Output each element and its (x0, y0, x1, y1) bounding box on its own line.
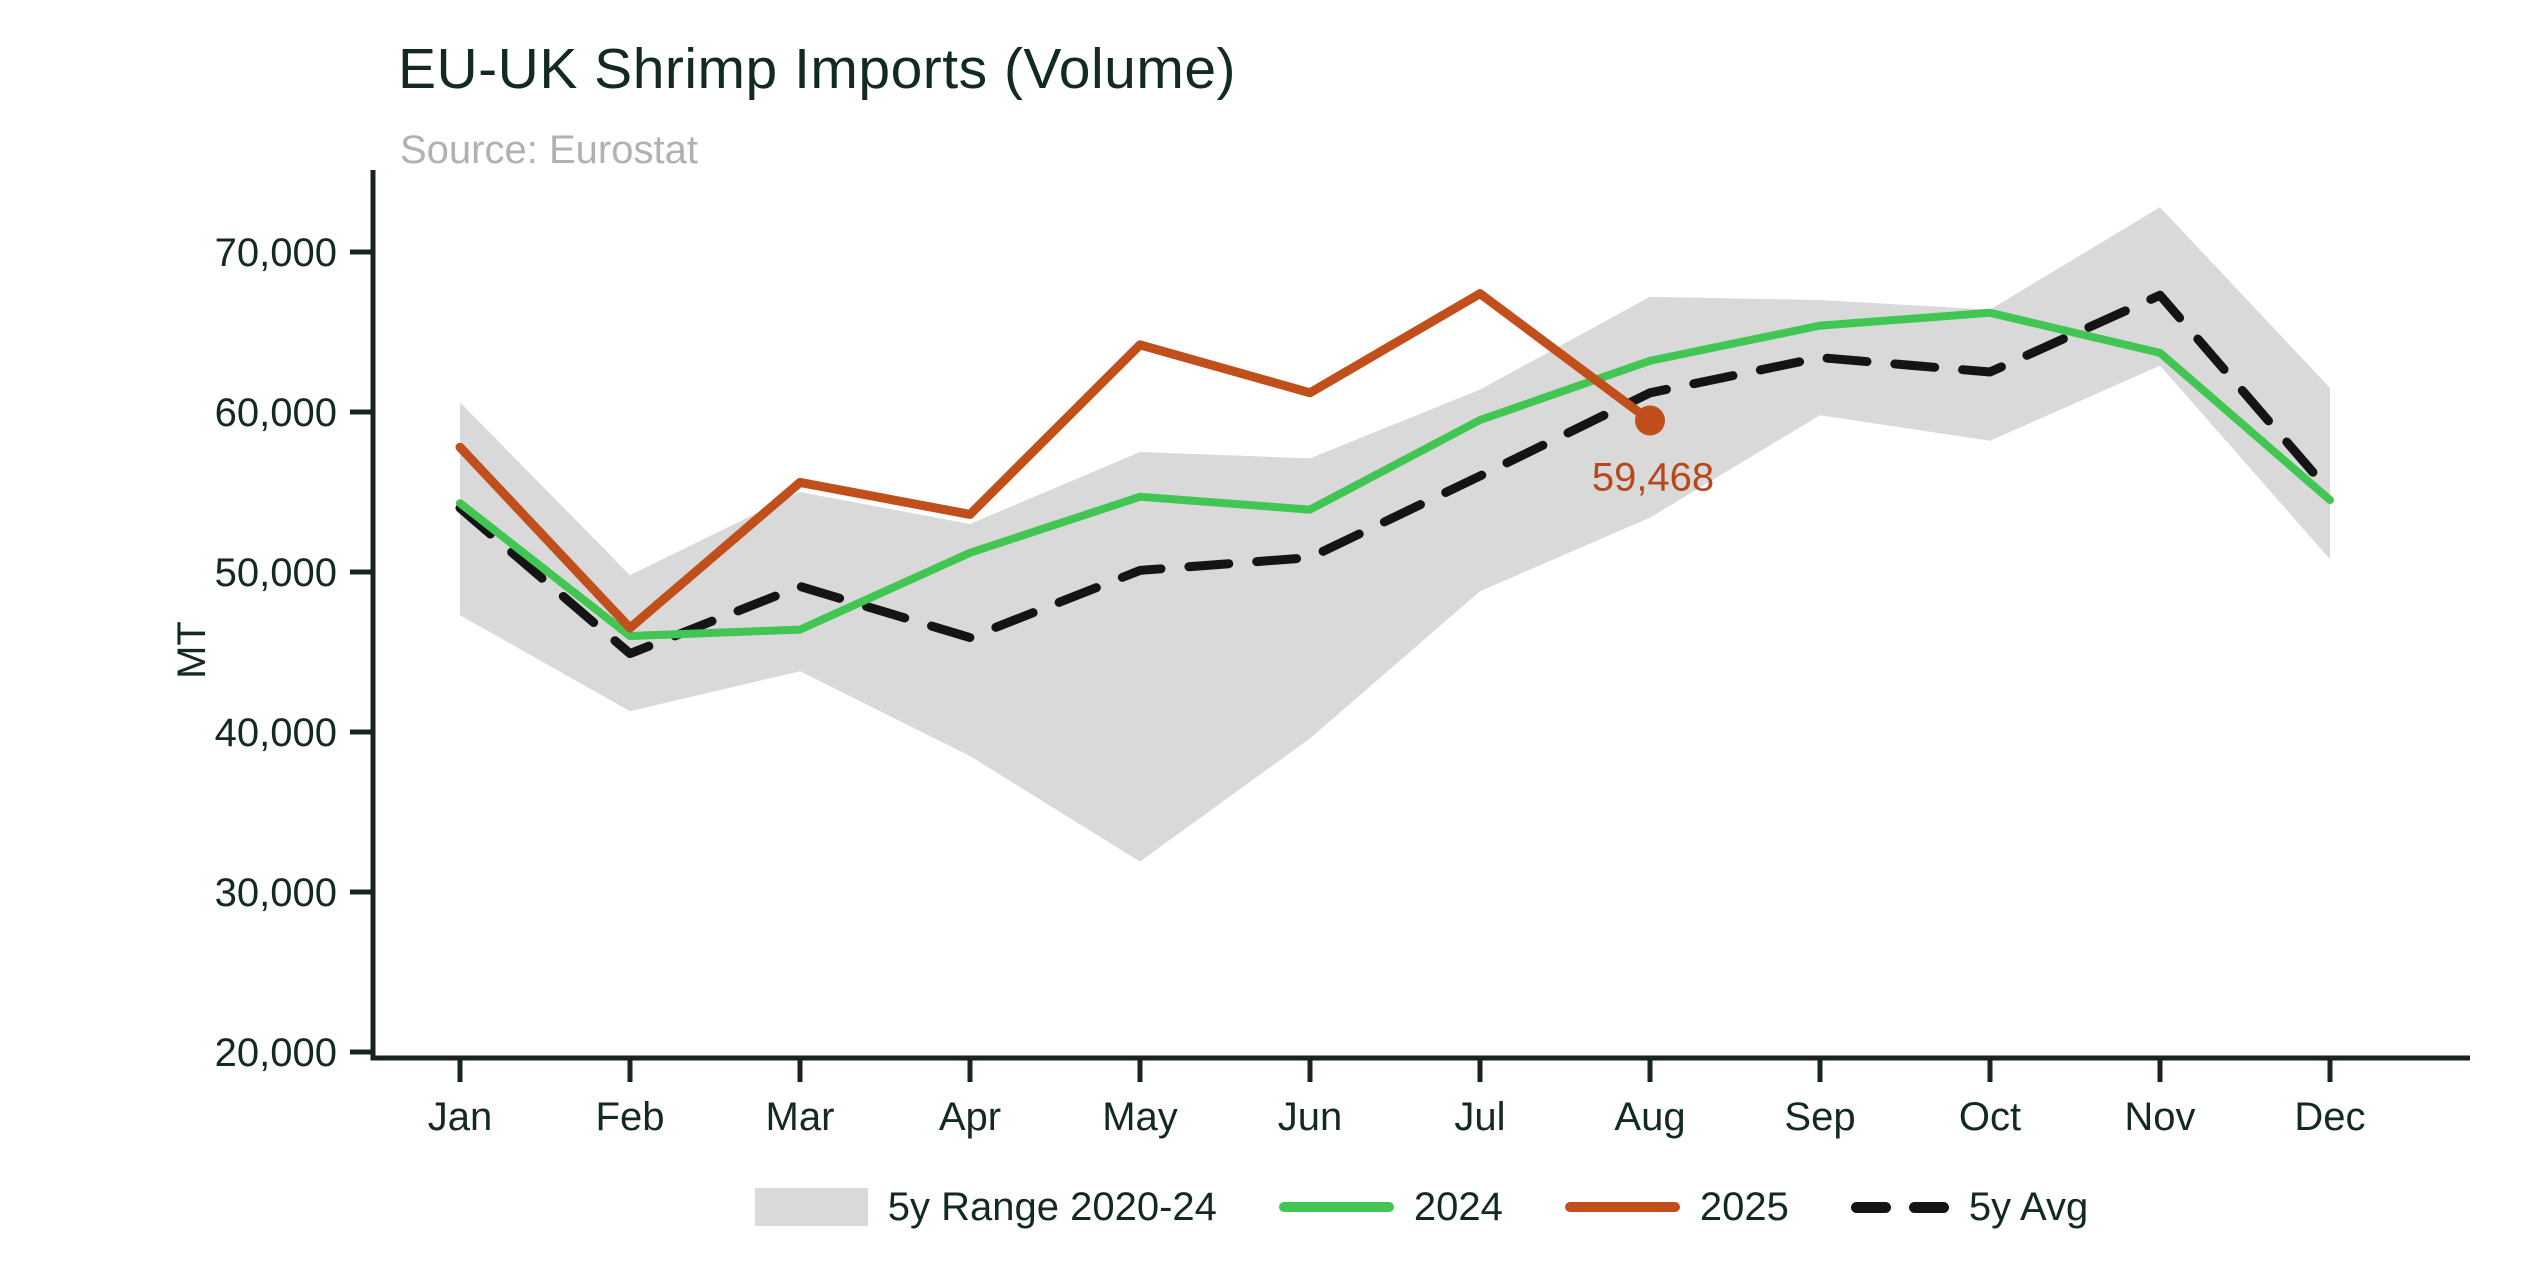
legend-item-5y-range: 5y Range 2020-24 (754, 1184, 1217, 1230)
y-tick-label: 70,000 (215, 231, 337, 275)
legend-item-5y-avg: 5y Avg (1850, 1184, 2089, 1230)
orange-line-swatch-icon (1564, 1202, 1680, 1212)
legend-label-5y-avg: 5y Avg (1968, 1184, 2089, 1229)
endpoint-dot-2025 (1635, 405, 1665, 436)
x-tick-label: Jan (428, 1095, 493, 1139)
y-tick-label: 50,000 (215, 551, 337, 595)
x-tick-label: May (1102, 1095, 1178, 1139)
x-tick-label: Feb (596, 1095, 665, 1139)
x-tick-label: Oct (1959, 1095, 2021, 1139)
legend-item-2025: 2025 (1564, 1184, 1789, 1230)
y-tick-label: 40,000 (215, 711, 337, 755)
x-tick-label: Dec (2294, 1095, 2365, 1139)
legend-label-5y-range: 5y Range 2020-24 (887, 1184, 1217, 1229)
chart-legend: 5y Range 2020-24 2024 2025 5y Avg (373, 1172, 2470, 1242)
chart-source: Source: Eurostat (400, 128, 698, 172)
x-tick-label: Nov (2124, 1095, 2195, 1139)
y-tick-label: 60,000 (215, 391, 337, 435)
y-tick-label: 30,000 (215, 871, 337, 915)
x-tick-label: Aug (1614, 1095, 1685, 1139)
band-5y-range (460, 207, 2330, 862)
x-tick-label: Jun (1278, 1095, 1343, 1139)
y-axis-title: MT (170, 621, 214, 679)
y-tick-label: 20,000 (215, 1031, 337, 1075)
legend-label-2025: 2025 (1699, 1184, 1789, 1229)
green-line-swatch-icon (1278, 1202, 1394, 1212)
range-band-swatch-icon (754, 1188, 868, 1226)
x-tick-label: Sep (1784, 1095, 1855, 1139)
line-2025 (455, 289, 1655, 633)
annotation-last-value: 59,468 (1592, 456, 1714, 500)
x-tick-label: Jul (1454, 1095, 1505, 1139)
dash-swatch-icon (1850, 1201, 1949, 1213)
chart-title: EU-UK Shrimp Imports (Volume) (398, 37, 1237, 101)
x-tick-label: Apr (939, 1095, 1001, 1139)
line-2024 (456, 308, 2334, 640)
axis-frame (370, 170, 2470, 1061)
legend-item-2024: 2024 (1278, 1184, 1503, 1230)
line-5y-avg (455, 290, 2335, 659)
x-tick-label: Mar (766, 1095, 835, 1139)
legend-label-2024: 2024 (1413, 1184, 1503, 1229)
